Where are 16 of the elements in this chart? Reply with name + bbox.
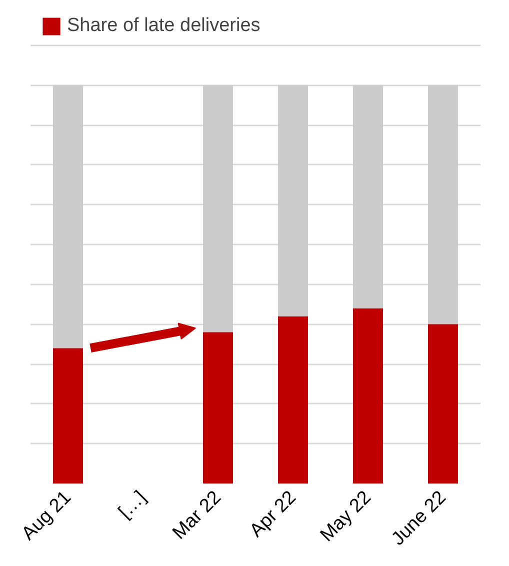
bar [428, 85, 458, 324]
x-tick-label: […] [114, 487, 150, 523]
bar [428, 324, 458, 484]
bar [278, 316, 308, 484]
bar [53, 85, 83, 348]
x-tick-label: May 22 [316, 487, 376, 546]
x-tick-label: Aug 21 [18, 487, 76, 545]
bar [203, 85, 233, 332]
bar [353, 308, 383, 484]
x-tick-label: Apr 22 [246, 487, 300, 542]
bar [353, 85, 383, 308]
bar [203, 332, 233, 484]
x-tick-label: Mar 22 [168, 487, 226, 544]
legend-label: Share of late deliveries [67, 15, 260, 37]
bar [278, 85, 308, 316]
bar [53, 348, 83, 484]
